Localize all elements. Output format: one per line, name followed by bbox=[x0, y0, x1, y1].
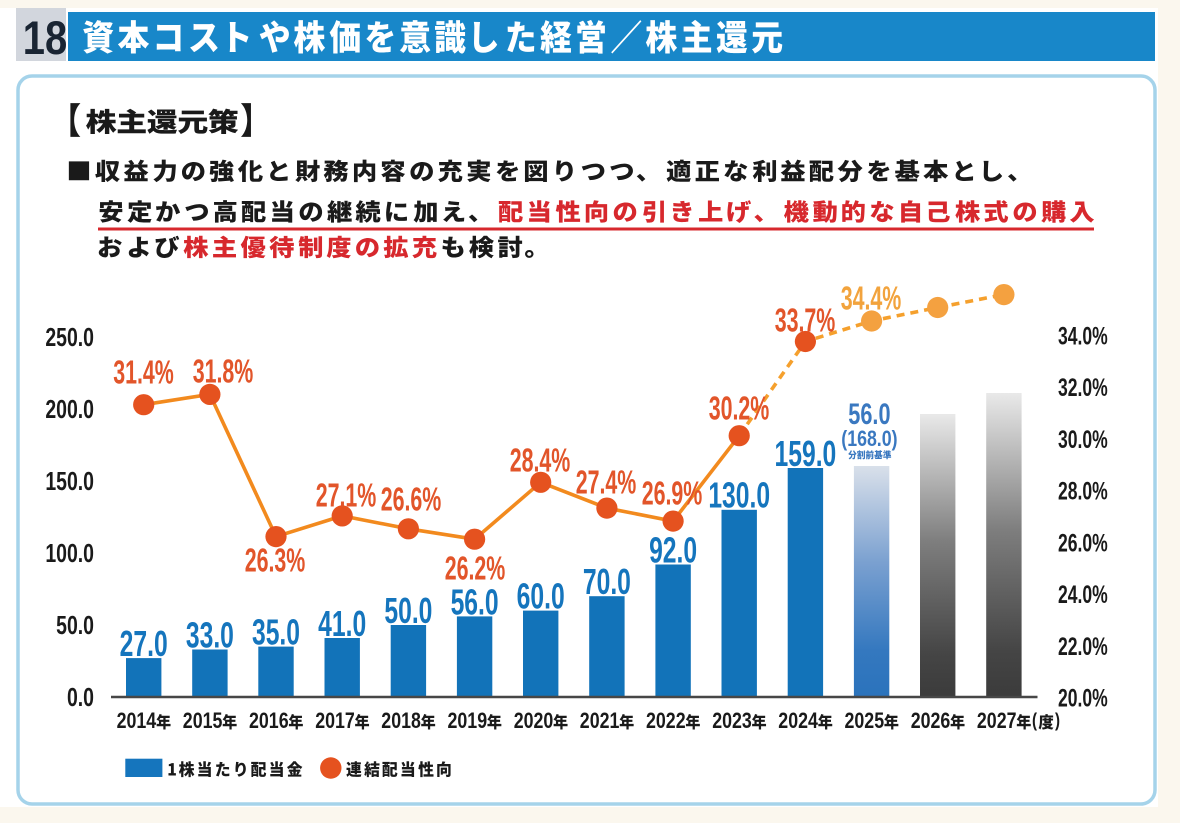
svg-text:35.0: 35.0 bbox=[252, 612, 300, 653]
svg-text:2019: 2019 bbox=[448, 709, 488, 733]
svg-text:250.0: 250.0 bbox=[45, 322, 94, 351]
svg-text:26.0%: 26.0% bbox=[1058, 529, 1108, 557]
svg-text:159.0: 159.0 bbox=[775, 433, 837, 474]
svg-text:30.2%: 30.2% bbox=[709, 390, 770, 427]
svg-text:2024: 2024 bbox=[778, 709, 818, 733]
svg-text:26.9%: 26.9% bbox=[642, 475, 703, 512]
svg-text:60.0: 60.0 bbox=[517, 576, 565, 617]
svg-text:2016: 2016 bbox=[249, 709, 289, 733]
svg-text:30.0%: 30.0% bbox=[1058, 426, 1108, 454]
svg-text:26.3%: 26.3% bbox=[245, 542, 306, 579]
svg-text:130.0: 130.0 bbox=[708, 475, 770, 516]
svg-text:34.4%: 34.4% bbox=[841, 280, 902, 317]
svg-text:33.7%: 33.7% bbox=[775, 302, 836, 339]
svg-text:2018: 2018 bbox=[381, 709, 421, 733]
svg-text:56.0: 56.0 bbox=[848, 397, 890, 431]
svg-text:31.4%: 31.4% bbox=[113, 354, 174, 391]
svg-text:2015: 2015 bbox=[183, 709, 223, 733]
svg-text:(168.0): (168.0) bbox=[841, 427, 897, 451]
svg-text:200.0: 200.0 bbox=[45, 394, 94, 423]
svg-text:24.0%: 24.0% bbox=[1058, 581, 1108, 609]
svg-text:26.2%: 26.2% bbox=[445, 550, 506, 587]
svg-text:(: ( bbox=[1032, 709, 1037, 731]
svg-text:2025: 2025 bbox=[845, 709, 885, 733]
svg-text:56.0: 56.0 bbox=[451, 582, 499, 623]
svg-text:28.4%: 28.4% bbox=[510, 442, 571, 479]
svg-text:50.0: 50.0 bbox=[384, 590, 432, 631]
svg-text:28.0%: 28.0% bbox=[1058, 478, 1108, 506]
svg-text:2021: 2021 bbox=[580, 709, 620, 733]
svg-text:2023: 2023 bbox=[712, 709, 752, 733]
svg-text:2027: 2027 bbox=[977, 709, 1017, 733]
svg-text:2022: 2022 bbox=[646, 709, 686, 733]
svg-text:50.0: 50.0 bbox=[56, 610, 94, 639]
svg-text:70.0: 70.0 bbox=[583, 561, 631, 602]
svg-text:34.0%: 34.0% bbox=[1058, 323, 1108, 351]
svg-text:92.0: 92.0 bbox=[649, 530, 697, 571]
svg-text:26.6%: 26.6% bbox=[381, 481, 442, 518]
svg-text:31.8%: 31.8% bbox=[193, 353, 254, 390]
svg-text:100.0: 100.0 bbox=[45, 538, 94, 567]
svg-text:2026: 2026 bbox=[911, 709, 951, 733]
svg-text:2020: 2020 bbox=[514, 709, 554, 733]
svg-text:33.0: 33.0 bbox=[186, 615, 234, 656]
svg-text:150.0: 150.0 bbox=[45, 466, 94, 495]
svg-text:2014: 2014 bbox=[117, 709, 157, 733]
svg-text:32.0%: 32.0% bbox=[1058, 374, 1108, 402]
svg-text:20.0%: 20.0% bbox=[1058, 685, 1108, 713]
svg-text:41.0: 41.0 bbox=[318, 603, 366, 644]
svg-text:2017: 2017 bbox=[315, 709, 355, 733]
svg-text:0.0: 0.0 bbox=[67, 682, 94, 711]
svg-text:27.1%: 27.1% bbox=[316, 477, 377, 514]
svg-text:18: 18 bbox=[23, 13, 67, 65]
svg-text:): ) bbox=[1055, 709, 1060, 731]
svg-text:27.4%: 27.4% bbox=[576, 464, 637, 501]
svg-text:22.0%: 22.0% bbox=[1058, 633, 1108, 661]
svg-text:27.0: 27.0 bbox=[120, 623, 168, 664]
